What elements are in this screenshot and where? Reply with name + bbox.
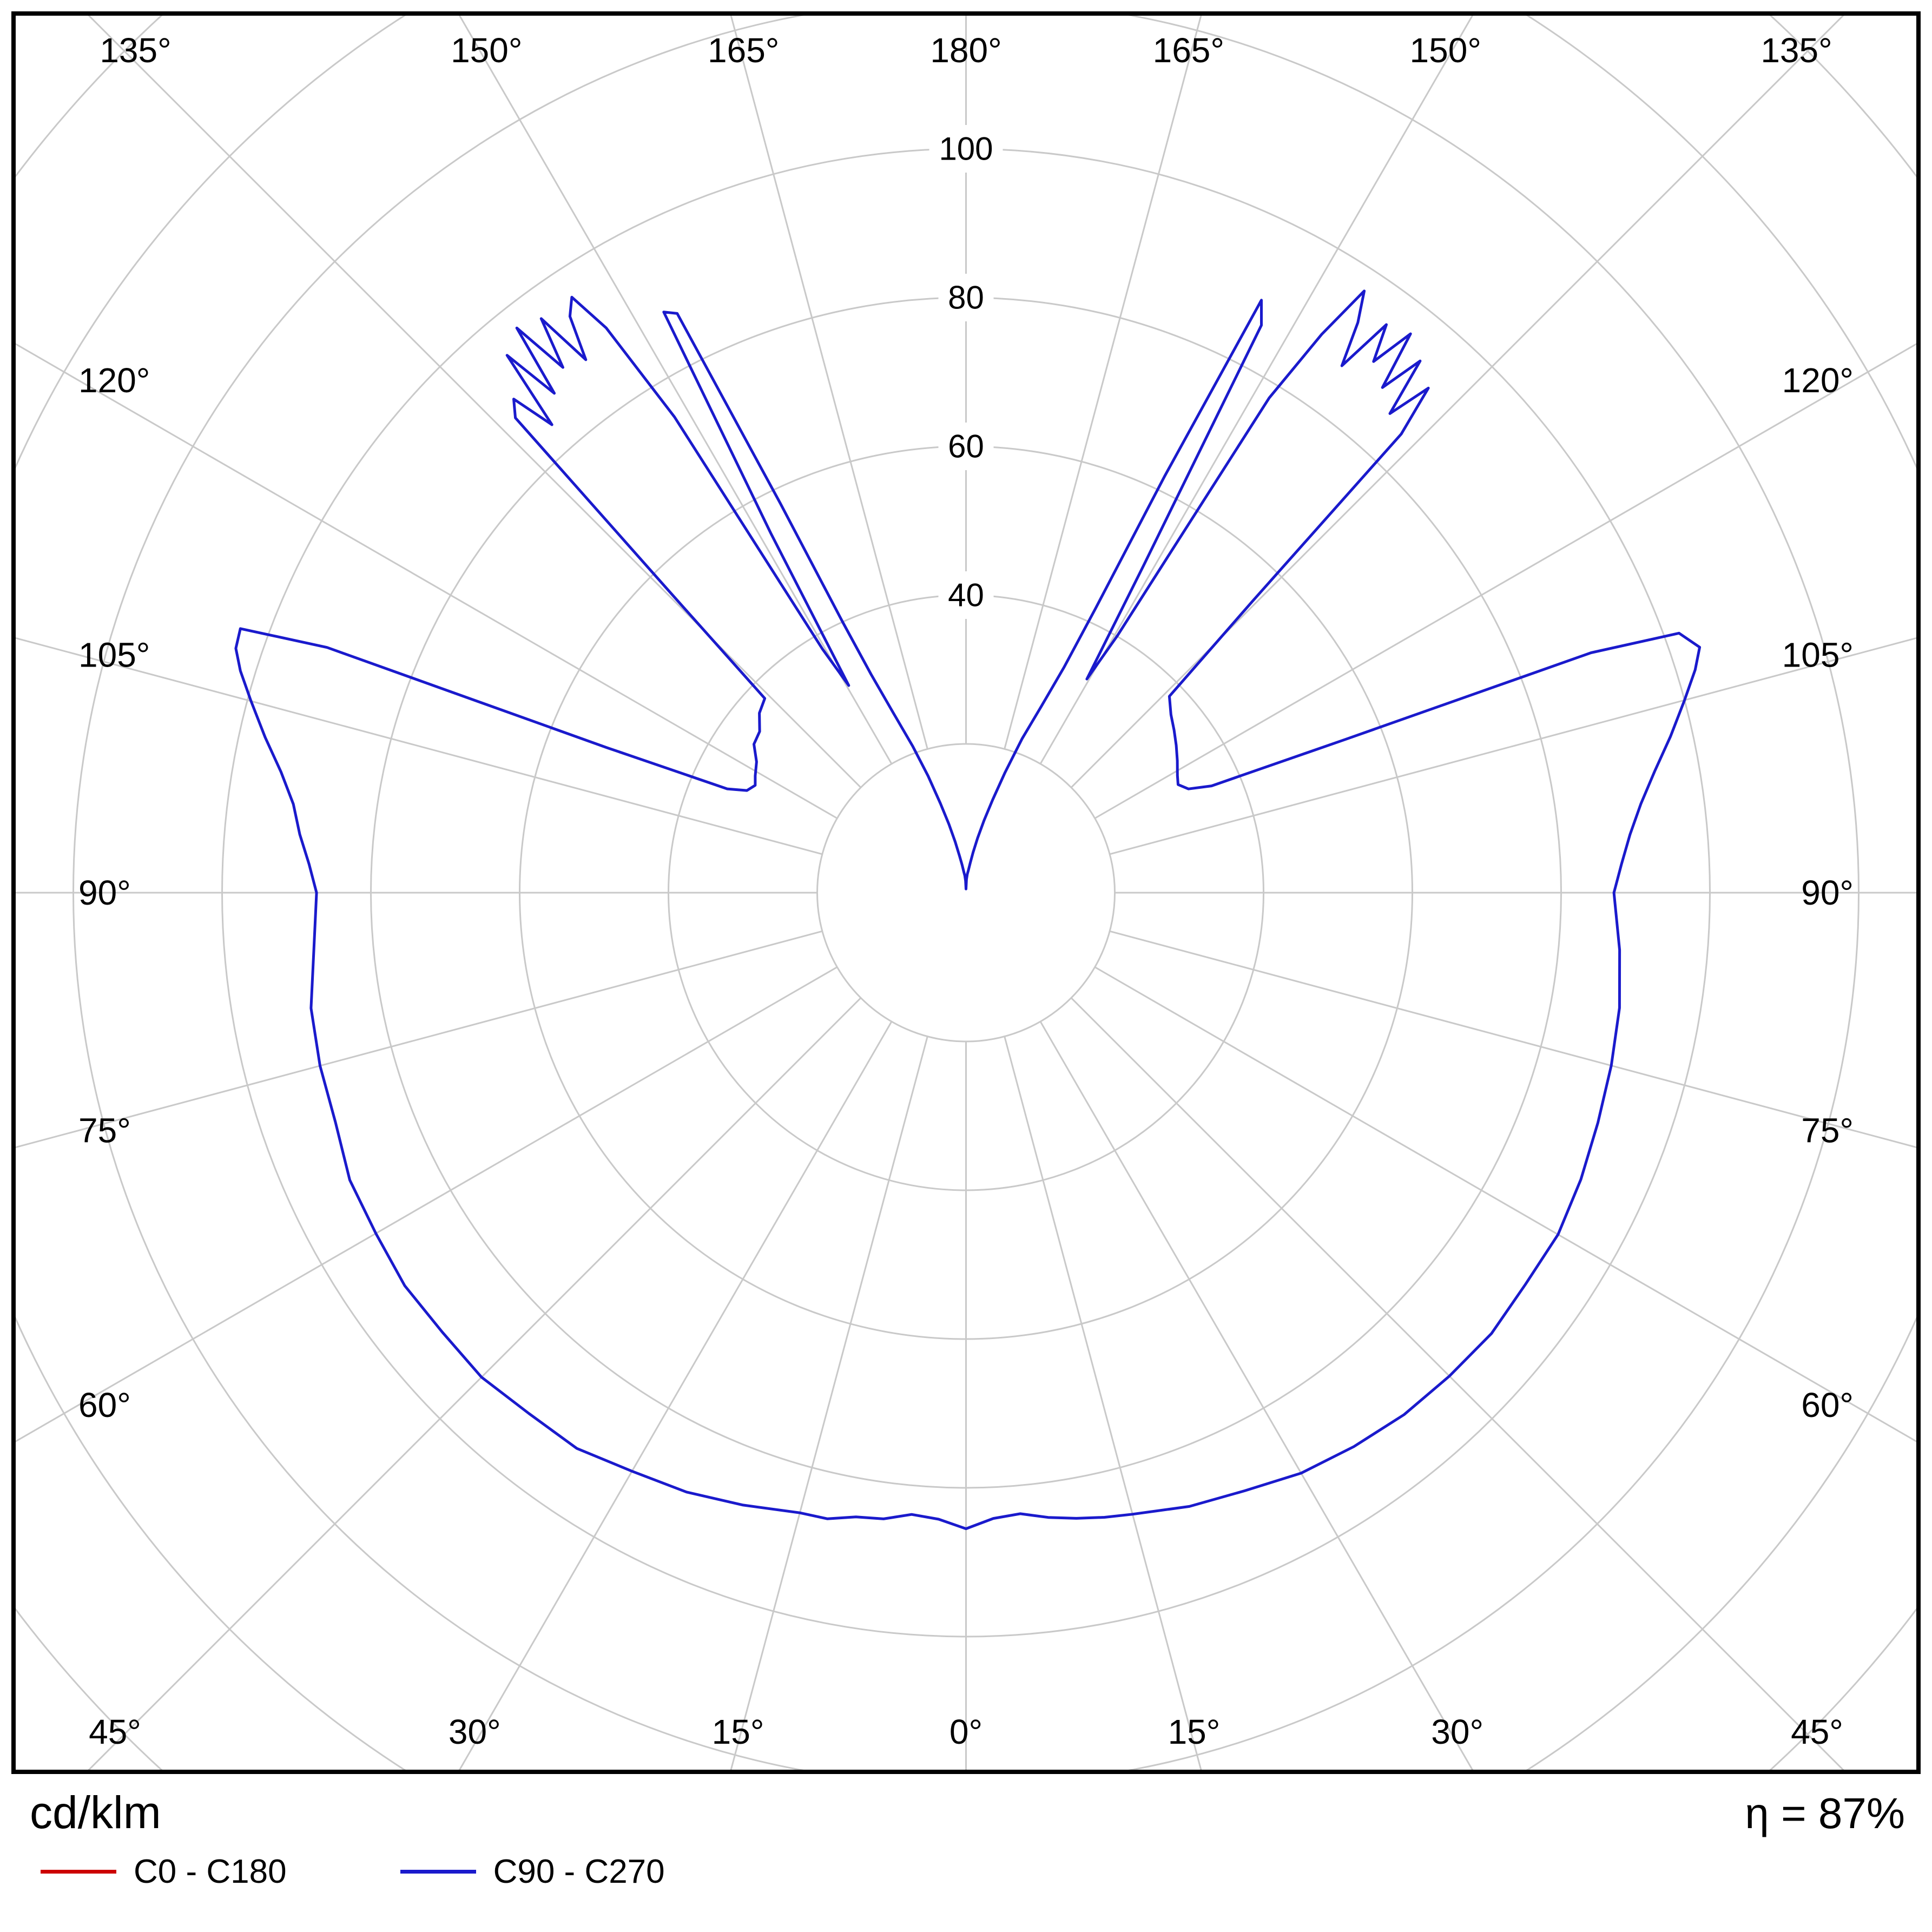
angle-label-105-left: 105° <box>78 635 150 674</box>
angle-label-75-right: 75° <box>1801 1111 1854 1150</box>
grid-circle-20 <box>816 743 1116 1043</box>
curve-c90-c270 <box>234 289 1702 1531</box>
angle-label-30-left: 30° <box>449 1712 501 1751</box>
efficiency-label: η = 87% <box>1745 1789 1905 1837</box>
legend-label-c0-c180: C0 - C180 <box>134 1853 287 1891</box>
chart-legend: C0 - C180 C90 - C270 <box>30 1837 1905 1891</box>
radial-label-40: 40 <box>948 577 984 614</box>
angle-label-120-right: 120° <box>1782 361 1854 400</box>
legend-item-c90-c270: C90 - C270 <box>400 1852 665 1891</box>
radial-label-100: 100 <box>939 131 993 167</box>
legend-line-swatch-blue <box>400 1870 476 1874</box>
legend-line-swatch-red <box>41 1870 116 1874</box>
grid-spoke-330 <box>457 1021 893 1772</box>
grid-spoke-285 <box>14 930 823 1149</box>
legend-label-c90-c270: C90 - C270 <box>493 1853 665 1891</box>
polar-grid <box>14 14 1918 1772</box>
footer-top-row: cd/klm η = 87% <box>30 1787 1905 1838</box>
grid-spoke-315 <box>85 997 862 1772</box>
unit-label: cd/klm <box>30 1787 161 1838</box>
angle-label-150-right: 150° <box>1410 31 1481 70</box>
grid-spoke-210 <box>457 14 893 764</box>
angle-label-30-right: 30° <box>1431 1712 1483 1751</box>
grid-spoke-45 <box>1070 997 1847 1772</box>
chart-footer: cd/klm η = 87% C0 - C180 C90 - C270 <box>0 1785 1932 1891</box>
grid-spoke-120 <box>1094 341 1918 819</box>
grid-spoke-255 <box>14 636 823 855</box>
angle-label-0-right: 0° <box>949 1712 983 1751</box>
polar-chart-canvas: 0° 15° 15° 30° 30° 45° 45° 60° 60° 75° 75° 90° 90° 10… <box>11 11 1921 1774</box>
grid-spoke-30 <box>1039 1021 1475 1772</box>
angle-label-180-right: 180° <box>930 31 1001 70</box>
grid-spoke-300 <box>14 966 838 1444</box>
radial-label-mask <box>929 125 1003 173</box>
grid-spoke-60 <box>1094 966 1918 1444</box>
radial-label-mask <box>938 571 994 619</box>
angle-label-135-left: 135° <box>100 31 171 70</box>
grid-spoke-165 <box>1004 14 1203 749</box>
angle-label-15-right: 15° <box>1168 1712 1221 1751</box>
grid-spoke-105 <box>1109 636 1918 855</box>
grid-spoke-240 <box>14 341 838 819</box>
legend-item-c0-c180: C0 - C180 <box>41 1852 287 1891</box>
angle-label-60-right: 60° <box>1801 1386 1854 1425</box>
angle-label-165-left: 165° <box>708 31 779 70</box>
angle-label-105-right: 105° <box>1782 635 1854 674</box>
angle-labels: 0° 15° 15° 30° 30° 45° 45° 60° 60° 75° 75° 90° 90° 10… <box>78 31 1854 1751</box>
grid-spoke-195 <box>729 14 928 749</box>
angle-label-60-left: 60° <box>78 1386 131 1425</box>
angle-label-45-right: 45° <box>1791 1712 1843 1751</box>
angle-label-150-left: 150° <box>451 31 522 70</box>
angle-label-15-left: 15° <box>712 1712 764 1751</box>
angle-label-165-right: 165° <box>1153 31 1224 70</box>
radial-tick-labels: 40 60 80 100 <box>929 125 1003 619</box>
grid-spoke-75 <box>1109 930 1918 1149</box>
angle-label-45-left: 45° <box>89 1712 141 1751</box>
angle-label-75-left: 75° <box>78 1111 131 1150</box>
radial-label-80: 80 <box>948 280 984 316</box>
angle-label-90-left: 90° <box>78 873 131 912</box>
radial-label-60: 60 <box>948 428 984 465</box>
grid-spoke-345 <box>729 1036 928 1772</box>
radial-label-mask <box>938 274 994 321</box>
angle-label-120-left: 120° <box>78 361 150 400</box>
grid-spoke-15 <box>1004 1036 1203 1772</box>
grid-spoke-150 <box>1039 14 1475 764</box>
angle-label-135-right: 135° <box>1760 31 1832 70</box>
angle-label-90-right: 90° <box>1801 873 1854 912</box>
plot-border <box>11 11 1921 1774</box>
radial-label-mask <box>938 423 994 470</box>
